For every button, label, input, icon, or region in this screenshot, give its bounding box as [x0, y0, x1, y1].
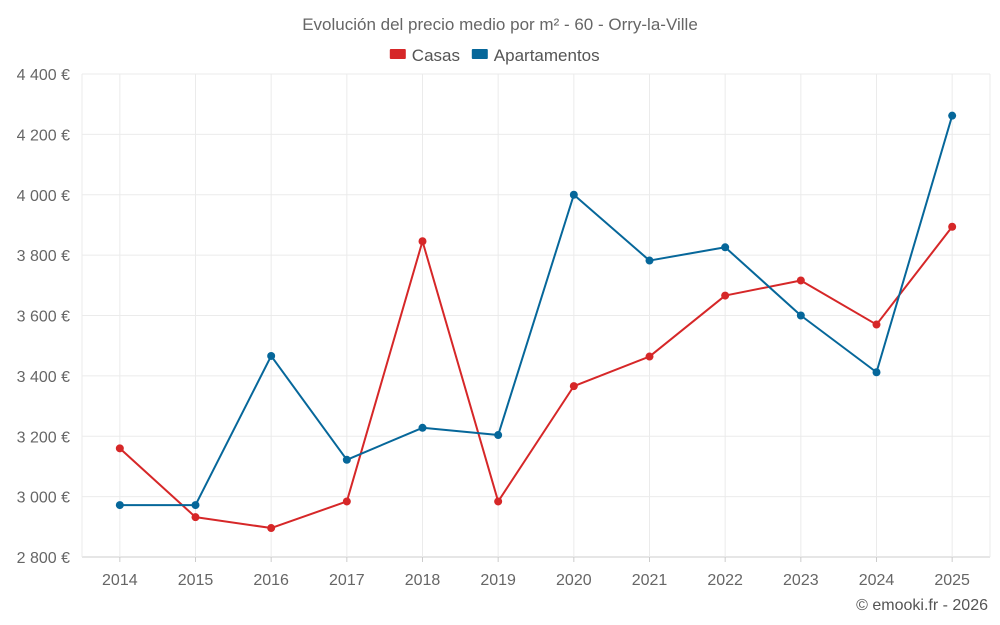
x-tick-label: 2023	[783, 572, 819, 589]
series-casas	[115, 222, 957, 533]
x-tick-label: 2020	[556, 572, 592, 589]
x-tick-label: 2016	[253, 572, 289, 589]
data-point-apartamentos[interactable]	[645, 256, 654, 265]
data-point-casas[interactable]	[569, 382, 578, 391]
data-point-apartamentos[interactable]	[494, 431, 503, 440]
legend: Casas Apartamentos	[389, 46, 600, 65]
data-point-casas[interactable]	[418, 237, 427, 246]
legend-label: Casas	[412, 46, 460, 65]
data-point-apartamentos[interactable]	[267, 351, 276, 360]
x-tick-label: 2022	[707, 572, 743, 589]
x-tick-label: 2017	[329, 572, 365, 589]
grid	[81, 73, 991, 558]
data-point-apartamentos[interactable]	[115, 501, 124, 510]
x-tick-label: 2014	[102, 572, 138, 589]
y-tick-label: 3 400 €	[17, 369, 70, 386]
y-tick-label: 2 800 €	[17, 550, 70, 567]
data-point-casas[interactable]	[872, 320, 881, 329]
data-point-casas[interactable]	[645, 352, 654, 361]
y-tick-label: 4 200 €	[17, 127, 70, 144]
series-line-casas	[119, 226, 953, 530]
series-layer	[115, 111, 957, 533]
data-point-apartamentos[interactable]	[948, 111, 957, 120]
y-tick-label: 4 400 €	[17, 67, 70, 84]
x-tick-label: 2025	[934, 572, 970, 589]
data-point-casas[interactable]	[115, 444, 124, 453]
x-tick-label: 2024	[859, 572, 895, 589]
y-tick-label: 3 200 €	[17, 429, 70, 446]
x-tick-label: 2015	[178, 572, 214, 589]
data-point-casas[interactable]	[721, 291, 730, 300]
legend-label: Apartamentos	[494, 46, 600, 65]
y-tick-label: 3 000 €	[17, 490, 70, 507]
x-axis: 2014 2015 2016 2017 2018 2019 2020 2021 2022 2023…	[102, 557, 970, 589]
data-point-casas[interactable]	[342, 497, 351, 506]
x-tick-label: 2018	[405, 572, 441, 589]
data-point-casas[interactable]	[267, 524, 276, 533]
data-point-casas[interactable]	[191, 513, 200, 522]
x-tick-label: 2021	[632, 572, 668, 589]
legend-swatch	[471, 49, 488, 59]
legend-swatch	[389, 49, 406, 59]
legend-item-casas[interactable]: Casas	[389, 46, 460, 65]
data-point-apartamentos[interactable]	[872, 368, 881, 377]
series-line-apartamentos	[119, 115, 954, 507]
series-apartamentos	[115, 111, 957, 510]
chart-title: Evolución del precio medio por m² - 60 -…	[302, 15, 698, 34]
data-point-casas[interactable]	[948, 222, 957, 231]
data-point-apartamentos[interactable]	[569, 190, 578, 199]
legend-item-apartamentos[interactable]: Apartamentos	[471, 46, 600, 65]
data-point-apartamentos[interactable]	[796, 311, 805, 320]
data-point-casas[interactable]	[796, 276, 805, 285]
data-point-apartamentos[interactable]	[721, 243, 730, 252]
y-tick-label: 3 600 €	[17, 309, 70, 326]
data-point-apartamentos[interactable]	[342, 455, 351, 464]
data-point-apartamentos[interactable]	[191, 501, 200, 510]
data-point-casas[interactable]	[494, 497, 503, 506]
x-tick-label: 2019	[480, 572, 516, 589]
y-tick-label: 3 800 €	[17, 248, 70, 265]
credit-text: © emooki.fr - 2026	[856, 597, 988, 614]
data-point-apartamentos[interactable]	[418, 423, 427, 432]
y-axis: 2 800 € 3 000 € 3 200 € 3 400 € 3 600 € 3 800…	[17, 67, 70, 567]
y-tick-label: 4 000 €	[17, 188, 70, 205]
